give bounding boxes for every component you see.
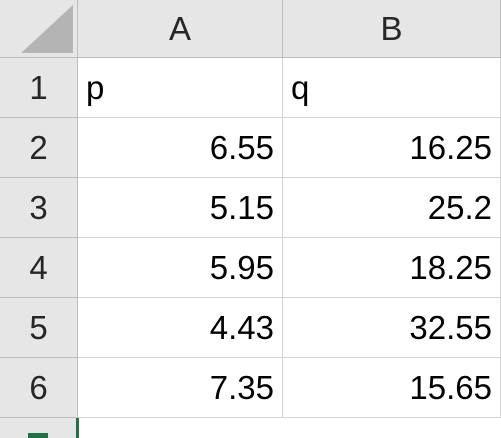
cell-b1[interactable]: q bbox=[283, 58, 501, 118]
cell-b6[interactable]: 15.65 bbox=[283, 358, 501, 418]
column-header-b[interactable]: B bbox=[283, 0, 501, 58]
cell-b5[interactable]: 32.55 bbox=[283, 298, 501, 358]
selection-border bbox=[76, 418, 79, 438]
row-header-4[interactable]: 4 bbox=[0, 238, 78, 298]
cell-b2[interactable]: 16.25 bbox=[283, 118, 501, 178]
select-all-button[interactable] bbox=[0, 0, 78, 58]
row-header-6[interactable]: 6 bbox=[0, 358, 78, 418]
cell-a2[interactable]: 6.55 bbox=[78, 118, 283, 178]
column-header-a[interactable]: A bbox=[78, 0, 283, 58]
row-selection-indicator bbox=[28, 433, 48, 438]
row-header-3[interactable]: 3 bbox=[0, 178, 78, 238]
cell-b4[interactable]: 18.25 bbox=[283, 238, 501, 298]
cell-a3[interactable]: 5.15 bbox=[78, 178, 283, 238]
row-header-5[interactable]: 5 bbox=[0, 298, 78, 358]
cell-a1[interactable]: p bbox=[78, 58, 283, 118]
row-header-1[interactable]: 1 bbox=[0, 58, 78, 118]
cell-a6[interactable]: 7.35 bbox=[78, 358, 283, 418]
cell-b3[interactable]: 25.2 bbox=[283, 178, 501, 238]
cell-a5[interactable]: 4.43 bbox=[78, 298, 283, 358]
cell-a4[interactable]: 5.95 bbox=[78, 238, 283, 298]
select-all-triangle-icon bbox=[21, 5, 73, 53]
row-header-2[interactable]: 2 bbox=[0, 118, 78, 178]
